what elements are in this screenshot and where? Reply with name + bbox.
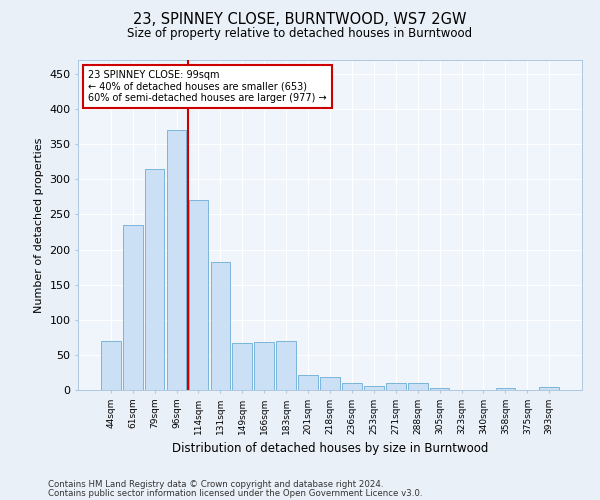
Text: Contains HM Land Registry data © Crown copyright and database right 2024.: Contains HM Land Registry data © Crown c… (48, 480, 383, 489)
Bar (145, 169, 164, 390)
Bar (430, 388, 449, 390)
Bar (254, 342, 274, 390)
Bar (364, 386, 384, 390)
Bar (386, 383, 406, 390)
Bar (167, 130, 187, 390)
Bar (232, 343, 252, 390)
Text: Size of property relative to detached houses in Burntwood: Size of property relative to detached ho… (127, 28, 473, 40)
Bar (496, 388, 515, 390)
Bar (408, 383, 428, 390)
Bar (320, 376, 340, 390)
Bar (211, 262, 230, 390)
X-axis label: Distribution of detached houses by size in Burntwood: Distribution of detached houses by size … (172, 442, 488, 456)
Bar (342, 383, 362, 390)
Text: 23 SPINNEY CLOSE: 99sqm
← 40% of detached houses are smaller (653)
60% of semi-d: 23 SPINNEY CLOSE: 99sqm ← 40% of detache… (88, 70, 327, 103)
Text: 23, SPINNEY CLOSE, BURNTWOOD, WS7 2GW: 23, SPINNEY CLOSE, BURNTWOOD, WS7 2GW (133, 12, 467, 28)
Bar (298, 374, 318, 390)
Bar (101, 341, 121, 390)
Bar (539, 387, 559, 390)
Bar (188, 200, 208, 390)
Text: Contains public sector information licensed under the Open Government Licence v3: Contains public sector information licen… (48, 489, 422, 498)
Y-axis label: Number of detached properties: Number of detached properties (34, 138, 44, 312)
Bar (276, 341, 296, 390)
Bar (123, 225, 143, 390)
